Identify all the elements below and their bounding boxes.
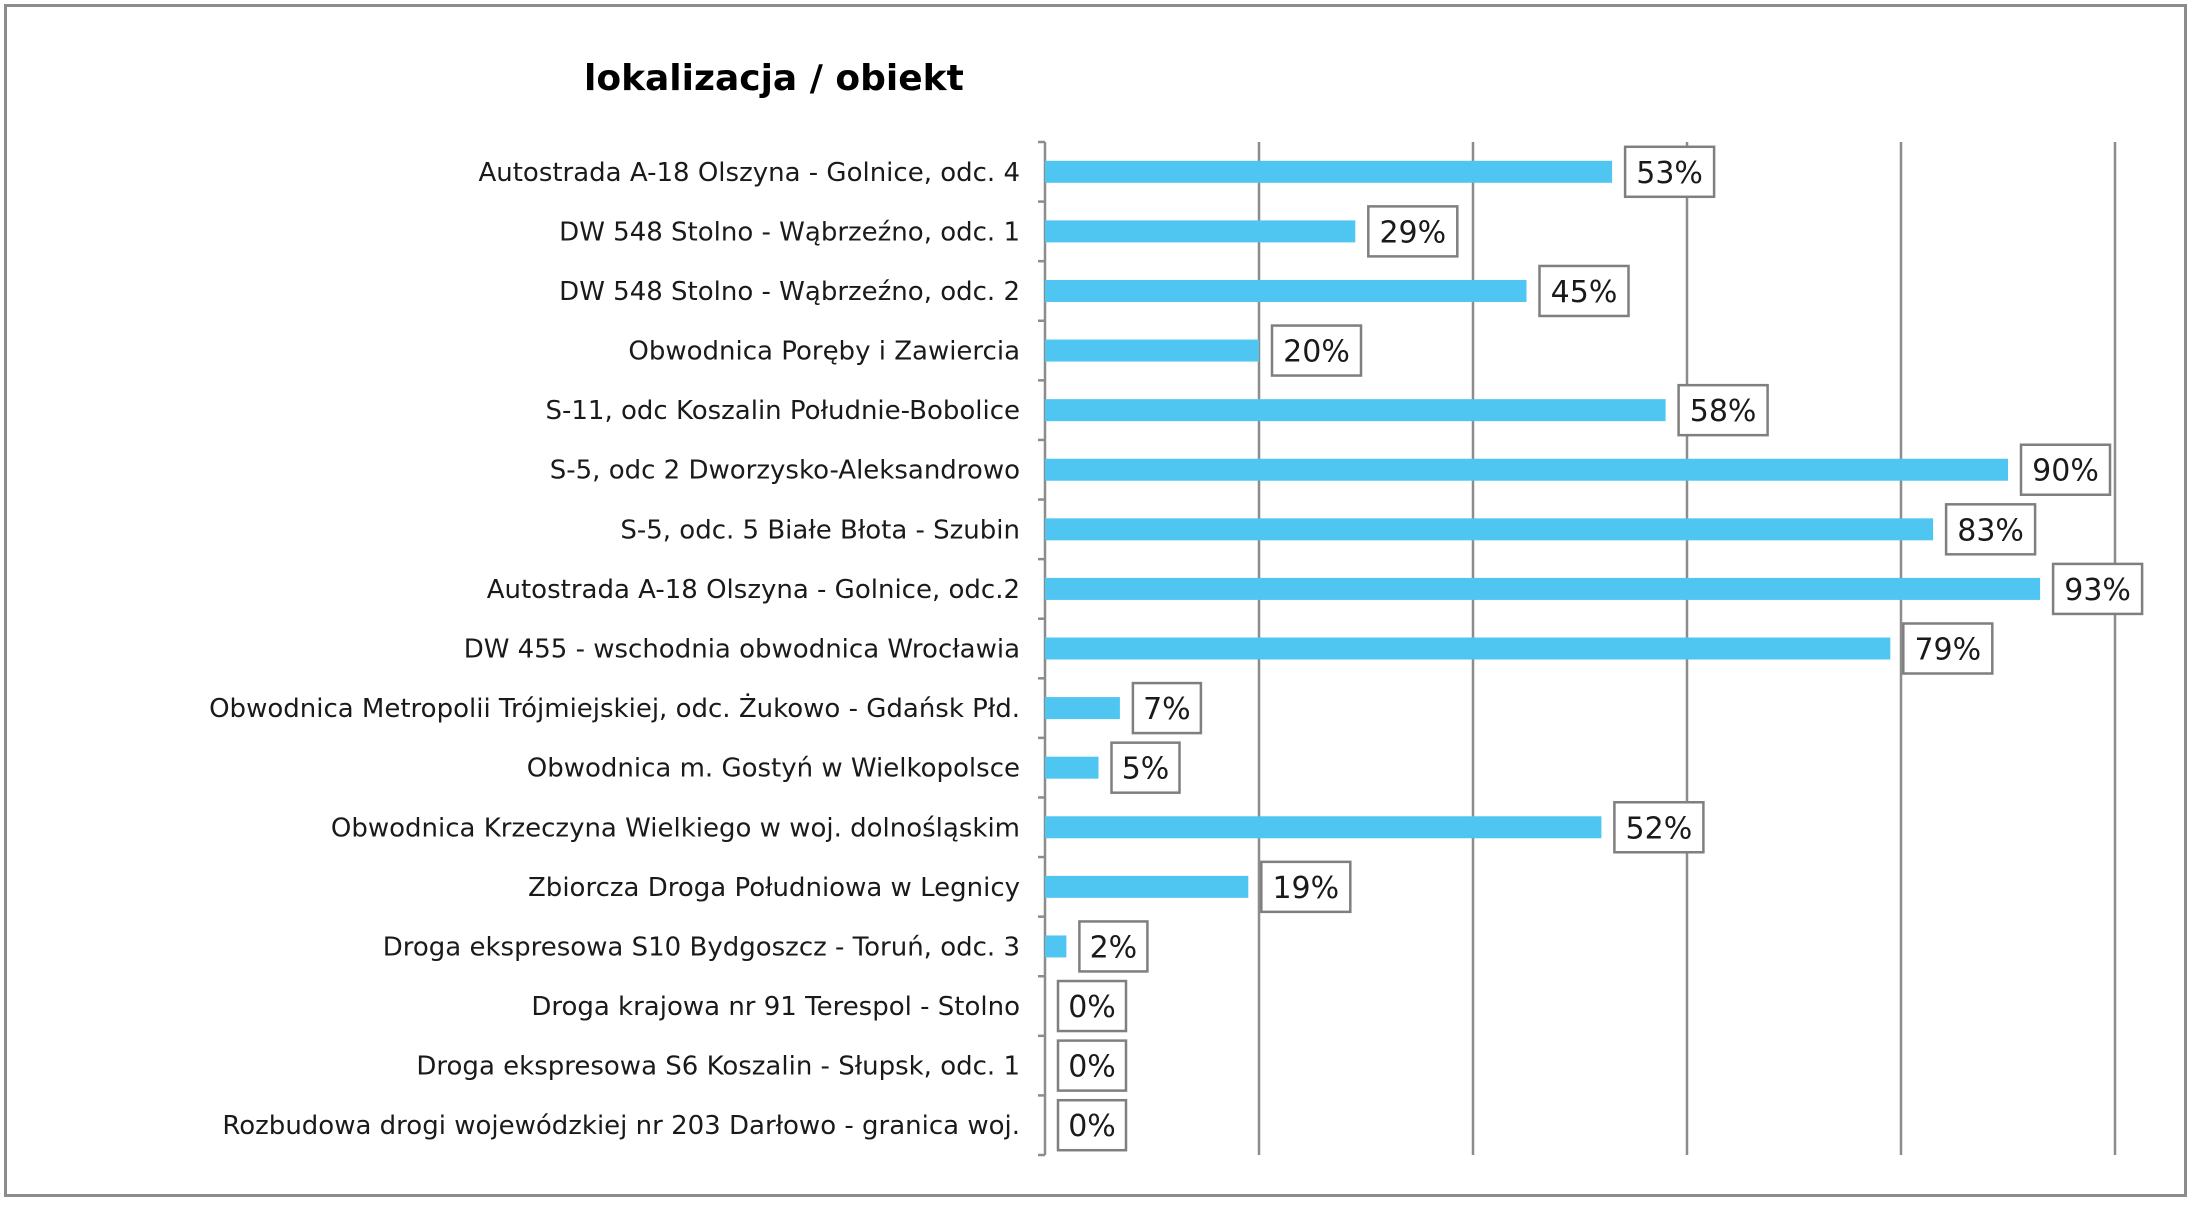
bar [1045, 756, 1099, 779]
bar [1045, 875, 1249, 898]
category-label: S-5, odc 2 Dworzysko-Aleksandrowo [550, 456, 1020, 486]
data-label-box [2051, 562, 2144, 616]
data-label: 83% [1944, 503, 2037, 556]
data-label: 29% [1367, 205, 1459, 258]
data-label: 2% [1078, 920, 1149, 973]
bars [1045, 160, 2041, 958]
data-label-text: 45% [1551, 275, 1618, 310]
data-label-box [1260, 860, 1352, 914]
data-label-text: 52% [1626, 811, 1693, 846]
data-label-box [1367, 205, 1459, 258]
data-label-box [1056, 1039, 1128, 1092]
data-label: 5% [1110, 741, 1181, 794]
bar [1045, 935, 1067, 958]
data-label: 79% [1902, 622, 1994, 675]
bar [1045, 339, 1259, 362]
data-label-box [1270, 324, 1363, 377]
data-labels: 53% 29% 45% 20% 58% 90%83% 93% 79% 7% 5% 52% 19% 2% 0… [1056, 145, 2144, 1152]
category-label: Autostrada A-18 Olszyna - Golnice, odc.2 [487, 575, 1020, 605]
category-label: DW 455 - wschodnia obwodnica Wrocławia [464, 635, 1020, 665]
data-label-text: 79% [1914, 633, 1981, 668]
category-label: S-11, odc Koszalin Południe-Bobolice [545, 396, 1020, 426]
data-label-text: 7% [1143, 692, 1191, 727]
bar [1045, 399, 1666, 422]
bar [1045, 577, 2041, 600]
category-label: Droga ekspresowa S6 Koszalin - Słupsk, o… [416, 1052, 1020, 1082]
chart-title: lokalizacja / obiekt [584, 58, 964, 99]
data-label-text: 29% [1379, 215, 1446, 250]
bar [1045, 458, 2008, 481]
data-label-box [1078, 920, 1149, 973]
data-label-box [1677, 383, 1769, 437]
data-label: 53% [1623, 145, 1716, 199]
data-label: 0% [1056, 1039, 1128, 1092]
category-label: Obwodnica m. Gostyń w Wielkopolsce [527, 754, 1020, 784]
data-label: 52% [1613, 801, 1705, 854]
data-label-box [1110, 741, 1181, 794]
category-label: Obwodnica Krzeczyna Wielkiego w woj. dol… [331, 813, 1020, 843]
data-label-box [1944, 503, 2037, 556]
data-label-text: 20% [1283, 335, 1350, 370]
data-label-text: 90% [2032, 454, 2099, 489]
bar [1045, 220, 1356, 243]
data-label-box [1056, 1098, 1128, 1152]
data-label: 45% [1538, 264, 1630, 318]
category-label: Zbiorcza Droga Południowa w Legnicy [528, 873, 1020, 903]
data-label-box [1902, 622, 1994, 675]
category-label: Obwodnica Metropolii Trójmiejskiej, odc.… [209, 692, 1020, 724]
category-label: DW 548 Stolno - Wąbrzeźno, odc. 1 [559, 217, 1020, 247]
data-label: 0% [1056, 1098, 1128, 1152]
data-label-text: 19% [1272, 871, 1339, 906]
data-label-box [1538, 264, 1630, 318]
data-label-text: 0% [1068, 1109, 1116, 1144]
data-label: 20% [1270, 324, 1363, 377]
data-label-box [1623, 145, 1716, 199]
data-label-box [1056, 979, 1128, 1033]
data-label-text: 93% [2064, 573, 2131, 608]
category-label: Droga krajowa nr 91 Terespol - Stolno [531, 992, 1020, 1022]
category-label: Obwodnica Poręby i Zawiercia [628, 337, 1020, 367]
y-axis [1038, 140, 1047, 1157]
data-label: 93% [2051, 562, 2144, 616]
category-label: DW 548 Stolno - Wąbrzeźno, odc. 2 [559, 277, 1020, 307]
category-label: Autostrada A-18 Olszyna - Golnice, odc. … [478, 158, 1020, 188]
category-label: Droga ekspresowa S10 Bydgoszcz - Toruń, … [383, 932, 1020, 962]
category-label: Rozbudowa drogi wojewódzkiej nr 203 Darł… [222, 1111, 1020, 1141]
bar [1045, 697, 1120, 720]
data-label-box [1131, 681, 1203, 735]
bar [1045, 816, 1602, 839]
data-label-text: 58% [1690, 394, 1757, 429]
category-label: S-5, odc. 5 Białe Błota - Szubin [620, 515, 1020, 545]
bar [1045, 637, 1891, 660]
data-label-text: 53% [1636, 156, 1703, 191]
data-label-box [2019, 443, 2112, 496]
data-label: 90% [2019, 443, 2112, 496]
data-label: 0% [1056, 979, 1128, 1033]
data-label-text: 83% [1957, 513, 2024, 548]
data-label: 19% [1260, 860, 1352, 914]
data-label-text: 2% [1090, 930, 1138, 965]
data-label-box [1613, 801, 1705, 854]
data-label-text: 0% [1068, 990, 1116, 1025]
bar [1045, 279, 1527, 302]
data-label: 7% [1131, 681, 1203, 735]
category-labels: Autostrada A-18 Olszyna - Golnice, odc. … [209, 158, 1020, 1141]
data-label-text: 0% [1068, 1050, 1116, 1085]
bar [1045, 518, 1934, 541]
bar [1045, 160, 1613, 183]
data-label-text: 5% [1122, 752, 1170, 787]
data-label: 58% [1677, 383, 1769, 437]
